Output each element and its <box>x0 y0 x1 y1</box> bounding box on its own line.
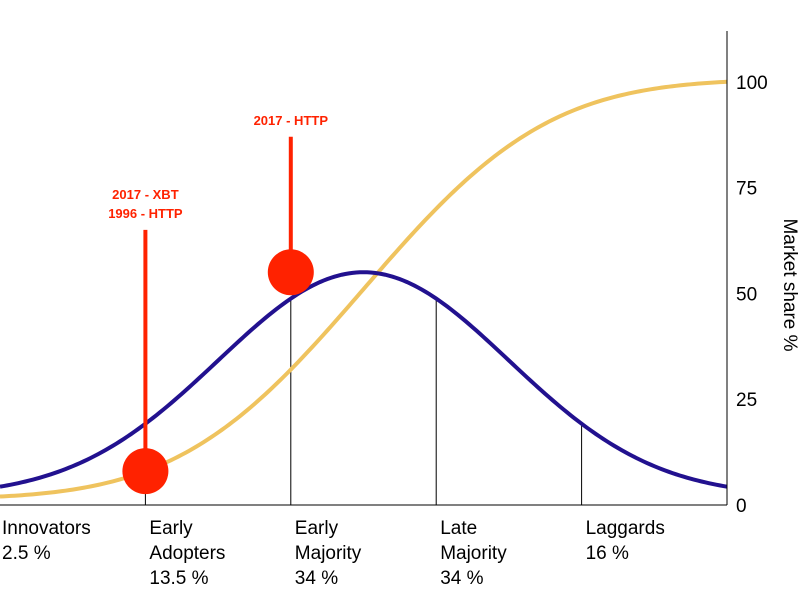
segment-label-line: Innovators <box>2 518 91 539</box>
annotation-2: 2017 - HTTP <box>254 113 329 295</box>
y-tick-label-75: 75 <box>736 179 757 200</box>
annotation-label: 1996 - HTTP <box>108 206 183 221</box>
segment-label-line: Late <box>440 518 477 539</box>
segment-label-line: 16 % <box>586 543 629 564</box>
segment-label-line: 34 % <box>440 568 483 589</box>
annotation-marker <box>268 249 314 295</box>
segment-label-line: Early <box>149 518 193 539</box>
y-axis-title: Market share % <box>779 218 800 351</box>
segment-label-1: Innovators 2.5 % <box>2 518 91 564</box>
segment-label-line: Majority <box>295 543 362 564</box>
annotation-label: 2017 - XBT <box>112 187 179 202</box>
y-tick-label-0: 0 <box>736 496 747 517</box>
y-tick-label-25: 25 <box>736 390 757 411</box>
segment-label-3: Early Majority 34 % <box>295 518 362 589</box>
segment-label-line: Majority <box>440 543 507 564</box>
segment-label-line: 13.5 % <box>149 568 208 589</box>
y-tick-label-100: 100 <box>736 73 768 94</box>
y-tick-label-50: 50 <box>736 284 757 305</box>
annotation-marker <box>122 448 168 494</box>
annotation-label: 2017 - HTTP <box>254 113 329 128</box>
segment-label-4: Late Majority 34 % <box>440 518 507 589</box>
segment-label-line: Adopters <box>149 543 225 564</box>
annotation-1: 2017 - XBT 1996 - HTTP <box>108 187 183 494</box>
adoption-bell-curve <box>0 272 727 486</box>
segment-label-2: Early Adopters 13.5 % <box>149 518 225 589</box>
segment-label-line: Laggards <box>586 518 665 539</box>
segment-label-5: Laggards 16 % <box>586 518 665 564</box>
cumulative-adoption-curve <box>0 82 727 497</box>
segment-label-line: 34 % <box>295 568 338 589</box>
segment-label-line: Early <box>295 518 339 539</box>
segment-label-line: 2.5 % <box>2 543 51 564</box>
